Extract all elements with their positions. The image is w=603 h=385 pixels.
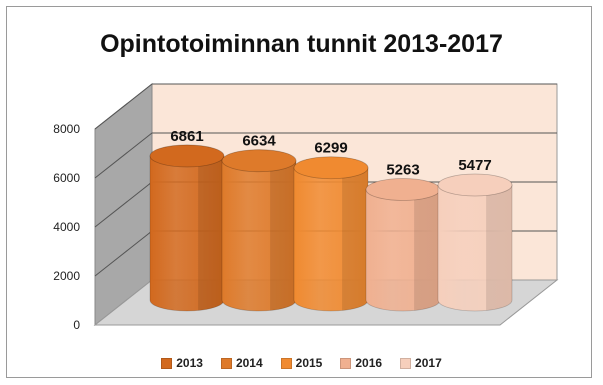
bar-2017 bbox=[437, 173, 513, 312]
legend-label: 2014 bbox=[235, 356, 263, 370]
legend-item-2015: 2015 bbox=[280, 356, 323, 370]
y-tick-label: 8000 bbox=[53, 122, 80, 136]
legend-item-2016: 2016 bbox=[340, 356, 382, 370]
y-tick-label: 0 bbox=[73, 318, 80, 332]
legend-item-2017: 2017 bbox=[400, 356, 442, 370]
legend-swatch bbox=[400, 357, 412, 369]
legend-swatch bbox=[161, 357, 173, 369]
legend-item-2014: 2014 bbox=[220, 356, 263, 370]
y-tick-label: 6000 bbox=[53, 171, 80, 185]
data-label-2014: 6634 bbox=[242, 133, 276, 150]
y-tick-label: 2000 bbox=[53, 269, 80, 283]
data-label-2013: 6861 bbox=[170, 128, 203, 145]
gridline bbox=[94, 132, 557, 179]
gridline bbox=[94, 83, 557, 130]
legend-swatch bbox=[220, 357, 232, 369]
legend-item-2013: 2013 bbox=[161, 356, 203, 370]
bar-2014 bbox=[221, 149, 297, 312]
legend-swatch bbox=[280, 357, 292, 369]
data-label-2015: 6299 bbox=[314, 140, 347, 157]
legend-label: 2017 bbox=[415, 356, 442, 370]
bar-2016 bbox=[365, 178, 441, 312]
legend-label: 2015 bbox=[295, 356, 323, 370]
chart-title: Opintotoiminnan tunnit 2013-2017 bbox=[100, 30, 503, 58]
data-label-2016: 5263 bbox=[386, 161, 419, 178]
y-tick-label: 4000 bbox=[53, 220, 80, 234]
bar-2015 bbox=[293, 156, 369, 312]
bar-2013 bbox=[149, 144, 225, 312]
chart-legend: 2013 2014 2015 2016 2017 bbox=[0, 356, 603, 370]
legend-label: 2016 bbox=[355, 356, 383, 370]
data-label-2017: 5477 bbox=[458, 157, 491, 174]
legend-swatch bbox=[340, 357, 352, 369]
legend-label: 2013 bbox=[176, 356, 203, 370]
